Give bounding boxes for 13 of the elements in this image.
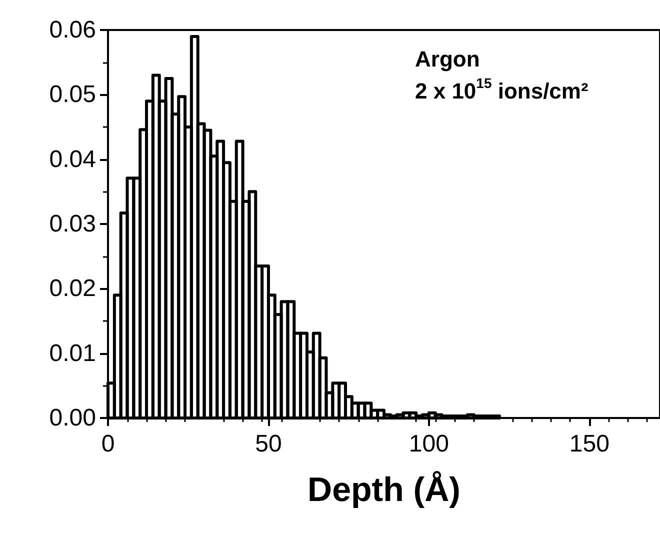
y-tick-label: 0.04 [49, 146, 96, 173]
y-tick-label: 0.05 [49, 81, 96, 108]
y-tick-label: 0.00 [49, 404, 96, 432]
y-tick-label: 0.03 [49, 210, 96, 238]
x-tick-label: 100 [408, 430, 449, 458]
y-tick-label: 0.02 [49, 275, 96, 302]
x-tick-label: 50 [255, 430, 282, 458]
x-tick-label: 150 [569, 430, 610, 458]
annotation: Argon [415, 46, 480, 72]
y-tick-label: 0.06 [49, 16, 96, 44]
x-tick-label: 0 [101, 430, 115, 458]
y-tick-label: 0.01 [49, 340, 96, 367]
x-axis-title: Depth (Å) [308, 471, 460, 509]
